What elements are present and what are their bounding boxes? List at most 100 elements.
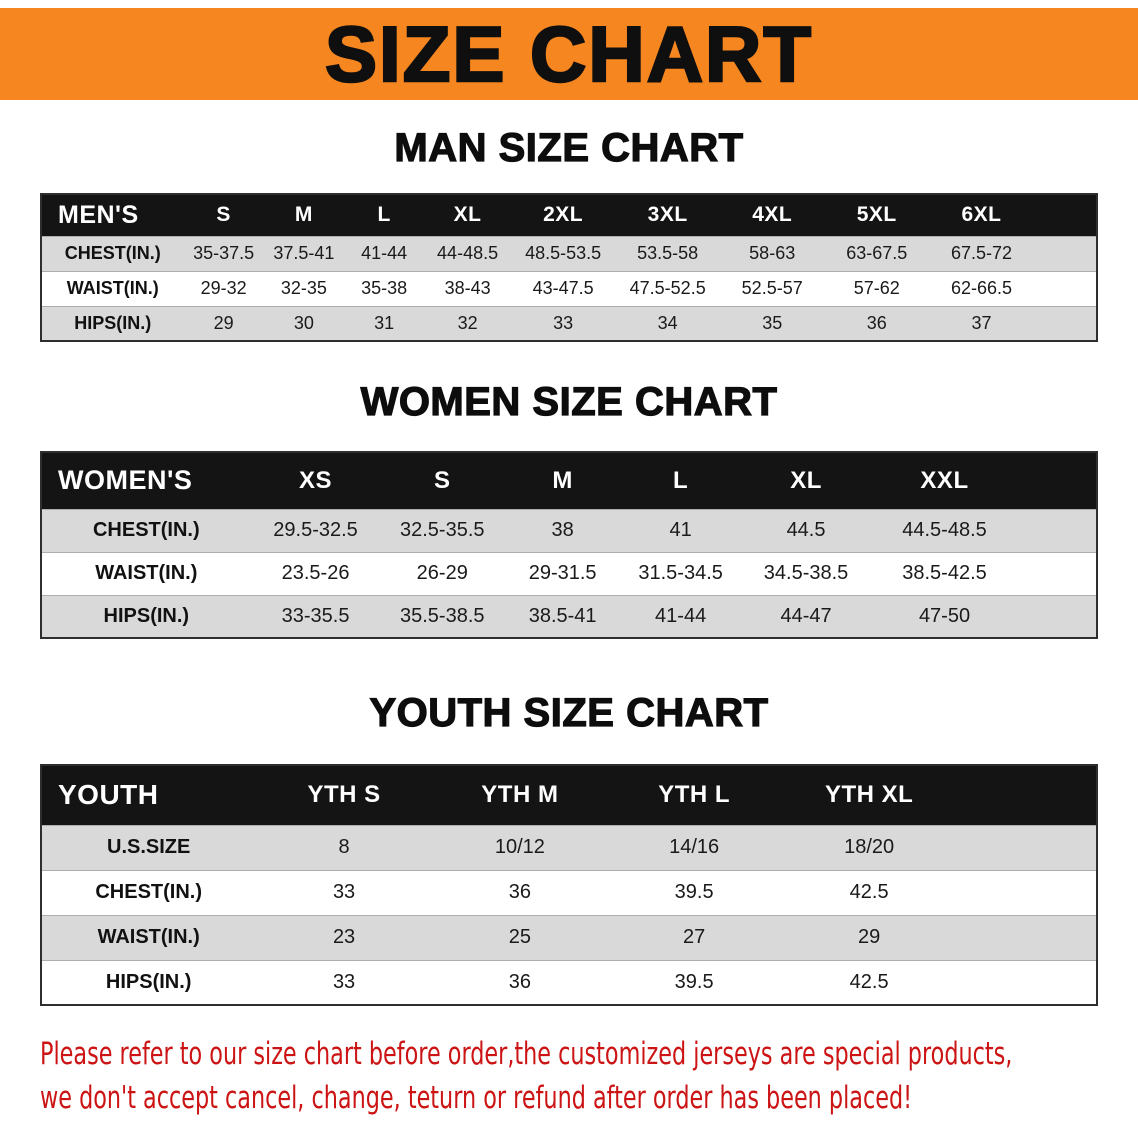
men-size-table: MEN'S S M L XL 2XL 3XL 4XL 5XL 6XL CHEST(IN.) 35-37…	[40, 193, 1098, 342]
measure-row: HIPS(IN.) 33-35.5 35.5-38.5 38.5-41 41-44 44-…	[41, 595, 1097, 638]
size-value-cell: 41-44	[655, 604, 707, 627]
men-size-section: MAN SIZE CHART MEN'S S M L XL 2XL 3XL 4XL 5XL 6XL…	[0, 125, 1138, 342]
header-row: WOMEN'S XS S M L XL XXL	[41, 452, 1097, 509]
youth-size-table: YOUTH YTH S YTH M YTH L YTH XL U.S.SIZE 8 10/12…	[40, 764, 1098, 1006]
size-value-cell: 36	[866, 312, 887, 333]
size-value-cell: 25	[508, 926, 531, 948]
size-header-cell: L	[621, 452, 741, 509]
size-value-cell: 31	[374, 312, 395, 333]
size-value-cell: 34.5-38.5	[763, 562, 849, 584]
men-section-heading: MAN SIZE CHART	[394, 125, 744, 170]
notice-line-2: we don't accept cancel, change, teturn o…	[40, 1080, 913, 1116]
size-header-cell: S	[380, 452, 505, 509]
size-value-cell: 33	[332, 881, 356, 903]
size-value-cell: 32	[457, 312, 478, 333]
size-value-cell: 42.5	[849, 881, 889, 903]
size-value-cell: 23	[332, 926, 356, 948]
size-value-cell: 29	[857, 926, 881, 948]
header-row: MEN'S S M L XL 2XL 3XL 4XL 5XL 6XL	[41, 194, 1097, 236]
size-value-cell: 39.5	[674, 970, 714, 993]
size-value-cell: 67.5-72	[950, 243, 1013, 263]
measure-row: CHEST(IN.) 33 36 39.5 42.5	[41, 870, 1097, 915]
banner: SIZE CHART	[0, 8, 1138, 100]
row-label-cell: WAIST(IN.)	[97, 926, 200, 948]
row-label-cell: HIPS(IN.)	[105, 970, 192, 993]
header-row: YOUTH YTH S YTH M YTH L YTH XL	[41, 765, 1097, 825]
size-value-cell: 44-47	[780, 604, 832, 627]
size-value-cell: 29.5-32.5	[273, 519, 358, 541]
size-value-cell: 8	[338, 836, 350, 858]
size-value-cell: 47-50	[918, 604, 971, 627]
size-value-cell: 27	[682, 926, 706, 948]
size-chart-page: SIZE CHART MAN SIZE CHART MEN'S S M L XL 2XL 3…	[0, 8, 1138, 1120]
women-size-section: WOMEN SIZE CHART WOMEN'S XS S M L XL XXL CHEST(…	[0, 379, 1138, 639]
size-value-cell: 41	[669, 519, 692, 541]
size-value-cell: 36	[508, 970, 531, 993]
size-value-cell: 33-35.5	[281, 604, 350, 627]
order-notice: Please refer to our size chart before or…	[40, 1032, 1138, 1120]
size-value-cell: 33	[553, 312, 574, 333]
size-value-cell: 30	[293, 312, 314, 333]
size-value-cell: 47.5-52.5	[629, 278, 706, 298]
size-header-cell: XL	[740, 452, 873, 509]
size-header-cell: XL	[424, 194, 511, 236]
row-label-cell: CHEST(IN.)	[95, 881, 203, 903]
measure-row: WAIST(IN.) 29-32 32-35 35-38 38-43 43-47.5 47.…	[41, 271, 1097, 306]
size-header-cell: L	[344, 194, 425, 236]
size-value-cell: 37	[971, 312, 992, 333]
size-value-cell: 44.5-48.5	[902, 519, 987, 541]
row-label-cell: CHEST(IN.)	[64, 243, 161, 263]
size-value-cell: 23.5-26	[281, 562, 350, 584]
women-section-heading: WOMEN SIZE CHART	[360, 379, 778, 424]
size-header-cell: 3XL	[615, 194, 720, 236]
size-value-cell: 39.5	[674, 881, 714, 903]
size-header-cell: YTH L	[607, 765, 782, 825]
row-label-cell: WAIST(IN.)	[66, 278, 159, 298]
size-value-cell: 38.5-42.5	[902, 562, 987, 584]
size-value-cell: 43-47.5	[532, 278, 594, 298]
measure-row: CHEST(IN.) 29.5-32.5 32.5-35.5 38 41 44.5 44.5…	[41, 509, 1097, 552]
size-value-cell: 36	[508, 881, 531, 903]
size-value-cell: 26-29	[416, 562, 468, 584]
size-value-cell: 35-38	[361, 278, 408, 298]
size-value-cell: 38	[551, 519, 574, 541]
size-value-cell: 35.5-38.5	[400, 604, 485, 627]
size-value-cell: 10/12	[494, 836, 545, 858]
size-value-cell: 62-66.5	[950, 278, 1013, 298]
size-header-cell: 6XL	[929, 194, 1097, 236]
youth-section-heading: YOUTH SIZE CHART	[369, 690, 769, 735]
youth-size-section: YOUTH SIZE CHART YOUTH YTH S YTH M YTH L YTH…	[0, 690, 1138, 1006]
row-label-cell: HIPS(IN.)	[74, 312, 152, 333]
measure-row: U.S.SIZE 8 10/12 14/16 18/20	[41, 825, 1097, 870]
size-value-cell: 41-44	[361, 243, 408, 263]
size-value-cell: 35-37.5	[193, 243, 255, 263]
table-title-cell: WOMEN'S	[41, 452, 251, 509]
size-value-cell: 18/20	[844, 836, 895, 858]
size-value-cell: 52.5-57	[741, 278, 803, 298]
size-value-cell: 42.5	[849, 970, 889, 993]
size-value-cell: 63-67.5	[846, 243, 908, 263]
size-value-cell: 29	[213, 312, 234, 333]
size-header-cell: YTH XL	[781, 765, 1097, 825]
size-value-cell: 37.5-41	[273, 243, 335, 263]
size-header-cell: YTH M	[432, 765, 607, 825]
size-value-cell: 32-35	[280, 278, 327, 298]
size-header-cell: XXL	[872, 452, 1097, 509]
size-value-cell: 14/16	[669, 836, 720, 858]
table-title-cell: MEN'S	[41, 194, 184, 236]
size-value-cell: 53.5-58	[637, 243, 699, 263]
table-title-cell: YOUTH	[41, 765, 256, 825]
size-value-cell: 57-62	[853, 278, 900, 298]
size-value-cell: 35	[762, 312, 783, 333]
size-value-cell: 38-43	[444, 278, 491, 298]
size-value-cell: 32.5-35.5	[400, 519, 485, 541]
size-value-cell: 33	[332, 970, 356, 993]
banner-title: SIZE CHART	[324, 8, 813, 99]
row-label-cell: U.S.SIZE	[107, 836, 191, 858]
size-header-cell: 4XL	[719, 194, 825, 236]
notice-line-1: Please refer to our size chart before or…	[40, 1036, 1013, 1072]
size-value-cell: 31.5-34.5	[638, 562, 723, 584]
size-value-cell: 29-32	[200, 278, 247, 298]
size-header-cell: M	[263, 194, 345, 236]
size-header-cell: 2XL	[510, 194, 616, 236]
